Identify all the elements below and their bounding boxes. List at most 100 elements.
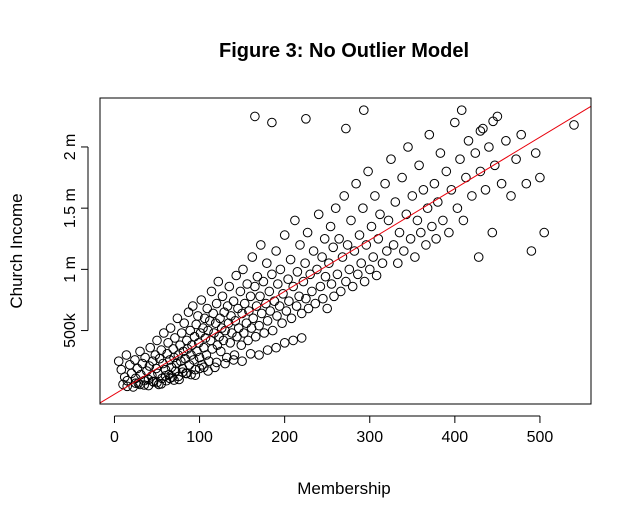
data-point xyxy=(273,279,283,289)
data-point xyxy=(365,264,375,275)
data-point xyxy=(397,172,407,183)
data-point xyxy=(305,269,316,280)
data-point xyxy=(250,111,260,122)
data-point xyxy=(501,136,511,146)
data-point xyxy=(237,356,247,367)
data-point xyxy=(300,258,310,269)
data-point xyxy=(295,240,305,250)
data-point xyxy=(386,154,396,164)
data-point xyxy=(196,295,207,305)
data-point xyxy=(258,276,269,287)
data-point xyxy=(388,240,399,250)
data-point xyxy=(341,276,351,287)
x-tick-label: 500 xyxy=(527,429,554,446)
data-point xyxy=(363,166,373,177)
data-point xyxy=(220,358,230,369)
data-point xyxy=(217,291,228,302)
data-point xyxy=(401,209,412,220)
data-point xyxy=(418,185,429,195)
data-point xyxy=(521,178,532,189)
data-point xyxy=(113,356,124,367)
data-point xyxy=(135,379,145,390)
data-point xyxy=(516,129,527,140)
data-point xyxy=(247,252,258,262)
data-point xyxy=(211,357,222,368)
data-point xyxy=(262,345,273,355)
data-point xyxy=(377,258,388,269)
data-point xyxy=(368,252,379,262)
data-point xyxy=(347,281,358,292)
data-point xyxy=(530,148,541,158)
data-point xyxy=(405,234,416,244)
data-point xyxy=(250,331,261,342)
data-point xyxy=(252,271,263,282)
data-point xyxy=(296,333,307,343)
data-point xyxy=(160,364,171,375)
x-axis-label: Membership xyxy=(297,479,391,498)
data-point xyxy=(175,340,185,351)
data-point xyxy=(511,154,521,164)
data-point xyxy=(441,166,452,177)
data-point xyxy=(403,142,413,152)
data-point xyxy=(200,333,211,343)
data-point xyxy=(227,328,237,338)
data-point xyxy=(421,240,431,250)
data-point xyxy=(380,178,390,189)
data-point xyxy=(410,252,420,262)
data-point xyxy=(490,160,500,171)
data-point xyxy=(285,254,296,265)
data-point xyxy=(228,296,239,307)
data-point xyxy=(356,258,367,269)
data-point xyxy=(488,116,498,127)
data-point xyxy=(407,191,418,201)
data-point xyxy=(458,215,469,226)
data-point xyxy=(279,338,290,348)
data-point xyxy=(429,178,440,189)
data-point xyxy=(231,270,241,281)
data-points xyxy=(113,105,579,392)
data-point xyxy=(269,296,280,307)
data-point xyxy=(140,352,150,363)
data-point xyxy=(390,197,401,207)
data-point xyxy=(329,291,339,302)
data-point xyxy=(424,129,435,140)
data-point xyxy=(133,378,144,389)
data-point xyxy=(218,335,229,346)
data-point xyxy=(292,267,303,277)
data-point xyxy=(241,318,252,329)
data-point xyxy=(324,258,334,269)
data-point xyxy=(450,117,460,128)
data-point xyxy=(496,178,507,189)
data-point xyxy=(172,313,183,324)
data-point xyxy=(308,246,319,256)
data-point xyxy=(152,335,162,346)
data-point xyxy=(438,215,448,226)
data-point xyxy=(354,230,365,240)
data-point xyxy=(254,320,264,331)
data-point xyxy=(261,298,271,309)
x-tick-label: 200 xyxy=(271,429,298,446)
data-point xyxy=(233,323,244,333)
y-tick-label: 1 m xyxy=(62,256,79,283)
data-point xyxy=(262,316,273,326)
data-point xyxy=(342,240,353,250)
data-point xyxy=(209,328,219,338)
data-point xyxy=(359,276,370,287)
data-point xyxy=(152,377,162,388)
data-point xyxy=(203,325,213,336)
data-point xyxy=(262,258,272,269)
data-point xyxy=(208,308,218,319)
data-point xyxy=(156,379,167,389)
data-point xyxy=(216,346,226,357)
data-point xyxy=(148,377,159,387)
data-point xyxy=(198,323,208,333)
data-point xyxy=(274,301,285,311)
data-point xyxy=(272,311,282,321)
data-point xyxy=(267,269,277,280)
data-point xyxy=(277,318,287,329)
data-point xyxy=(298,276,309,287)
data-point xyxy=(320,271,331,282)
data-point xyxy=(412,215,423,226)
data-point xyxy=(225,338,235,348)
data-point xyxy=(373,234,384,244)
